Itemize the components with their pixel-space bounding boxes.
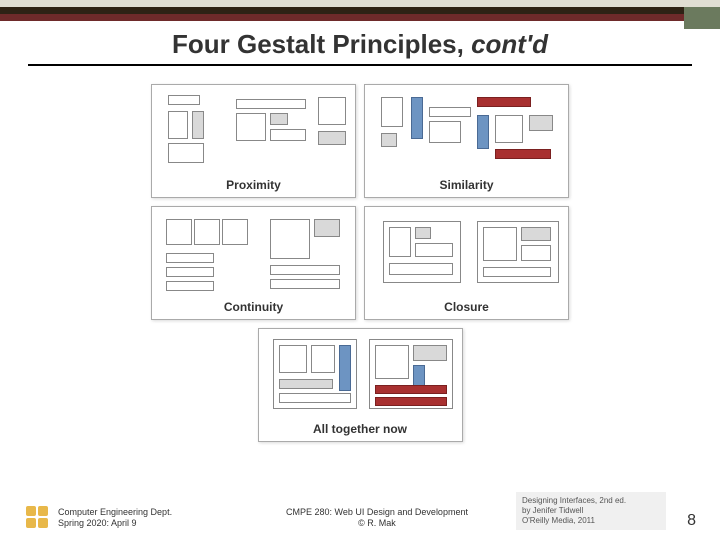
similarity-box-6 <box>477 115 489 149</box>
similarity-box-2 <box>411 97 423 139</box>
panel-all-together: All together now <box>258 328 463 442</box>
canvas-continuity <box>152 207 355 297</box>
closure-box-7 <box>521 227 551 241</box>
grid-row-2: Continuity Closure <box>151 206 569 320</box>
citation-title: Designing Interfaces, 2nd ed. <box>522 496 660 506</box>
footer-dept: Computer Engineering Dept. <box>58 507 238 519</box>
slide-number: 8 <box>666 512 696 530</box>
proximity-box-6 <box>270 113 288 125</box>
citation-publisher: O'Reilly Media, 2011 <box>522 516 660 526</box>
footer-center: CMPE 280: Web UI Design and Development … <box>238 507 516 530</box>
all-box-4 <box>279 379 333 389</box>
all-box-3 <box>339 345 351 391</box>
all-box-11 <box>375 397 447 406</box>
similarity-box-8 <box>529 115 553 131</box>
grid-row-3: All together now <box>258 328 463 442</box>
closure-box-4 <box>389 263 453 275</box>
all-box-2 <box>311 345 335 373</box>
closure-box-1 <box>389 227 411 257</box>
footer-term: Spring 2020: April 9 <box>58 518 238 530</box>
sjsu-logo <box>24 504 50 530</box>
footer-citation: Designing Interfaces, 2nd ed. by Jenifer… <box>516 492 666 530</box>
all-box-8 <box>413 345 447 361</box>
gestalt-grid: Proximity Similarity Continuity Closure … <box>0 66 720 442</box>
caption-closure: Closure <box>365 297 568 319</box>
proximity-box-1 <box>168 111 188 139</box>
continuity-box-0 <box>166 219 192 245</box>
continuity-box-5 <box>166 281 214 291</box>
similarity-box-9 <box>495 149 551 159</box>
caption-proximity: Proximity <box>152 175 355 197</box>
proximity-box-0 <box>168 95 200 105</box>
grid-row-1: Proximity Similarity <box>151 84 569 198</box>
closure-box-9 <box>483 267 551 277</box>
citation-author: by Jenifer Tidwell <box>522 506 660 516</box>
title-main: Four Gestalt Principles, <box>172 29 471 59</box>
slide-title: Four Gestalt Principles, cont'd <box>0 21 720 64</box>
slide-footer: Computer Engineering Dept. Spring 2020: … <box>0 492 720 530</box>
accent-bar-1 <box>0 0 720 7</box>
panel-similarity: Similarity <box>364 84 569 198</box>
top-accent-bars <box>0 0 720 21</box>
proximity-box-5 <box>236 113 266 141</box>
proximity-box-4 <box>236 99 306 109</box>
accent-bar-3 <box>0 14 720 21</box>
closure-box-3 <box>415 243 453 257</box>
all-box-10 <box>375 385 447 394</box>
caption-all: All together now <box>259 419 462 441</box>
continuity-box-3 <box>166 253 214 263</box>
footer-copyright: © R. Mak <box>238 518 516 530</box>
canvas-all <box>259 329 462 419</box>
proximity-box-7 <box>270 129 306 141</box>
title-italic: cont'd <box>471 29 548 59</box>
continuity-box-6 <box>270 219 310 259</box>
proximity-box-2 <box>192 111 204 139</box>
continuity-box-8 <box>270 265 340 275</box>
canvas-proximity <box>152 85 355 175</box>
closure-box-8 <box>521 245 551 261</box>
closure-box-2 <box>415 227 431 239</box>
similarity-box-5 <box>477 97 531 107</box>
corner-accent <box>684 7 720 29</box>
continuity-box-4 <box>166 267 214 277</box>
similarity-box-3 <box>429 107 471 117</box>
similarity-box-0 <box>381 97 403 127</box>
footer-course: CMPE 280: Web UI Design and Development <box>238 507 516 519</box>
continuity-box-2 <box>222 219 248 245</box>
closure-box-6 <box>483 227 517 261</box>
caption-similarity: Similarity <box>365 175 568 197</box>
continuity-box-7 <box>314 219 340 237</box>
footer-left: Computer Engineering Dept. Spring 2020: … <box>58 507 238 530</box>
continuity-box-9 <box>270 279 340 289</box>
all-box-1 <box>279 345 307 373</box>
similarity-box-7 <box>495 115 523 143</box>
caption-continuity: Continuity <box>152 297 355 319</box>
proximity-box-3 <box>168 143 204 163</box>
continuity-box-1 <box>194 219 220 245</box>
accent-bar-2 <box>0 7 720 14</box>
panel-proximity: Proximity <box>151 84 356 198</box>
all-box-5 <box>279 393 351 403</box>
panel-continuity: Continuity <box>151 206 356 320</box>
canvas-closure <box>365 207 568 297</box>
similarity-box-4 <box>429 121 461 143</box>
proximity-box-8 <box>318 97 346 125</box>
all-box-7 <box>375 345 409 379</box>
proximity-box-9 <box>318 131 346 145</box>
canvas-similarity <box>365 85 568 175</box>
panel-closure: Closure <box>364 206 569 320</box>
similarity-box-1 <box>381 133 397 147</box>
